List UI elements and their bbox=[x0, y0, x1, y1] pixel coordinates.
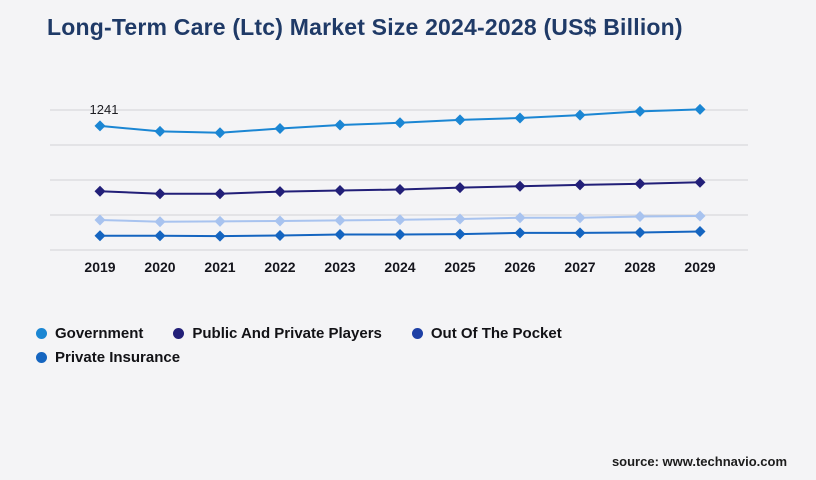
legend-label: Government bbox=[55, 324, 144, 342]
data-point-marker-out-of-the-pocket bbox=[694, 210, 706, 222]
legend-label: Out Of The Pocket bbox=[430, 324, 562, 342]
data-point-marker-government bbox=[274, 123, 286, 134]
x-axis-tick-label: 2029 bbox=[684, 259, 715, 275]
data-point-marker-public-and-private-players bbox=[274, 186, 286, 198]
data-point-marker-public-and-private-players bbox=[454, 182, 466, 194]
data-point-marker-public-and-private-players bbox=[154, 188, 166, 200]
data-point-marker-public-and-private-players bbox=[514, 180, 526, 192]
data-point-marker-out-of-the-pocket bbox=[394, 214, 406, 226]
data-point-marker-government bbox=[394, 117, 406, 129]
data-point-marker-government bbox=[514, 112, 526, 124]
legend-label: Public And Private Players bbox=[192, 324, 382, 342]
x-axis-tick-label: 2026 bbox=[504, 259, 535, 275]
government-legend-dot-icon bbox=[36, 327, 47, 339]
data-point-marker-government bbox=[214, 127, 226, 139]
data-label-1241: 1241 bbox=[90, 102, 119, 117]
data-point-marker-private-insurance bbox=[454, 228, 466, 240]
data-point-marker-government bbox=[154, 125, 166, 137]
private-insurance-legend-dot-icon bbox=[36, 351, 47, 363]
public-and-private-players-legend-dot-icon bbox=[173, 327, 185, 339]
data-point-marker-private-insurance bbox=[214, 230, 226, 242]
data-point-marker-private-insurance bbox=[514, 227, 526, 239]
data-point-marker-government bbox=[574, 109, 586, 121]
x-axis-tick-label: 2028 bbox=[624, 259, 655, 275]
x-axis-tick-label: 2021 bbox=[204, 259, 235, 275]
data-point-marker-private-insurance bbox=[154, 230, 166, 242]
x-axis-tick-label: 2020 bbox=[144, 259, 175, 275]
data-point-marker-out-of-the-pocket bbox=[634, 211, 646, 222]
data-point-marker-public-and-private-players bbox=[694, 176, 706, 188]
data-point-marker-out-of-the-pocket bbox=[514, 212, 526, 224]
legend-item-government: Government bbox=[36, 322, 143, 344]
x-axis-tick-label: 2024 bbox=[384, 259, 415, 275]
data-point-marker-public-and-private-players bbox=[94, 185, 106, 197]
data-point-marker-public-and-private-players bbox=[634, 178, 646, 190]
x-axis-tick-label: 2022 bbox=[264, 259, 295, 275]
data-point-marker-public-and-private-players bbox=[214, 188, 226, 200]
legend-item-public-and-private-players: Public And Private Players bbox=[173, 322, 382, 344]
source-attribution: source: www.technavio.com bbox=[611, 454, 787, 469]
data-point-marker-out-of-the-pocket bbox=[214, 215, 226, 227]
data-point-marker-private-insurance bbox=[94, 230, 106, 242]
data-point-marker-out-of-the-pocket bbox=[274, 215, 286, 227]
data-point-marker-government bbox=[334, 119, 346, 131]
data-point-marker-out-of-the-pocket bbox=[154, 216, 166, 228]
data-point-marker-private-insurance bbox=[334, 229, 346, 240]
legend-label: Private Insurance bbox=[55, 348, 181, 366]
data-point-marker-public-and-private-players bbox=[574, 179, 586, 191]
line-chart: 2019 2020 2021 2022 2023 2024 2025 2026 2027 2028… bbox=[50, 102, 748, 275]
legend-item-out-of-the-pocket: Out Of The Pocket bbox=[411, 322, 562, 344]
x-axis-tick-label: 2019 bbox=[84, 259, 115, 275]
data-point-marker-out-of-the-pocket bbox=[334, 214, 346, 226]
data-point-marker-private-insurance bbox=[394, 229, 406, 240]
chart-legend: Government Public And Private Players Out … bbox=[36, 322, 696, 368]
data-point-marker-out-of-the-pocket bbox=[574, 212, 586, 224]
data-point-marker-public-and-private-players bbox=[334, 185, 346, 196]
legend-item-private-insurance: Private Insurance bbox=[36, 346, 180, 368]
data-point-marker-private-insurance bbox=[574, 227, 586, 239]
data-point-marker-government bbox=[634, 105, 646, 117]
out-of-the-pocket-legend-dot-icon bbox=[411, 327, 423, 339]
x-axis-tick-label: 2023 bbox=[324, 259, 355, 275]
data-point-marker-public-and-private-players bbox=[394, 184, 406, 195]
x-axis-tick-label: 2025 bbox=[444, 259, 475, 275]
data-point-marker-private-insurance bbox=[274, 230, 286, 241]
data-point-marker-out-of-the-pocket bbox=[94, 214, 106, 226]
data-point-marker-private-insurance bbox=[634, 227, 646, 238]
data-point-marker-out-of-the-pocket bbox=[454, 213, 466, 225]
chart-title: Long-Term Care (Ltc) Market Size 2024-20… bbox=[47, 14, 683, 40]
data-point-marker-government bbox=[454, 114, 466, 126]
data-point-marker-private-insurance bbox=[694, 226, 706, 237]
x-axis-tick-label: 2027 bbox=[564, 259, 595, 275]
data-point-marker-government bbox=[94, 120, 106, 132]
data-point-marker-government bbox=[694, 103, 706, 115]
